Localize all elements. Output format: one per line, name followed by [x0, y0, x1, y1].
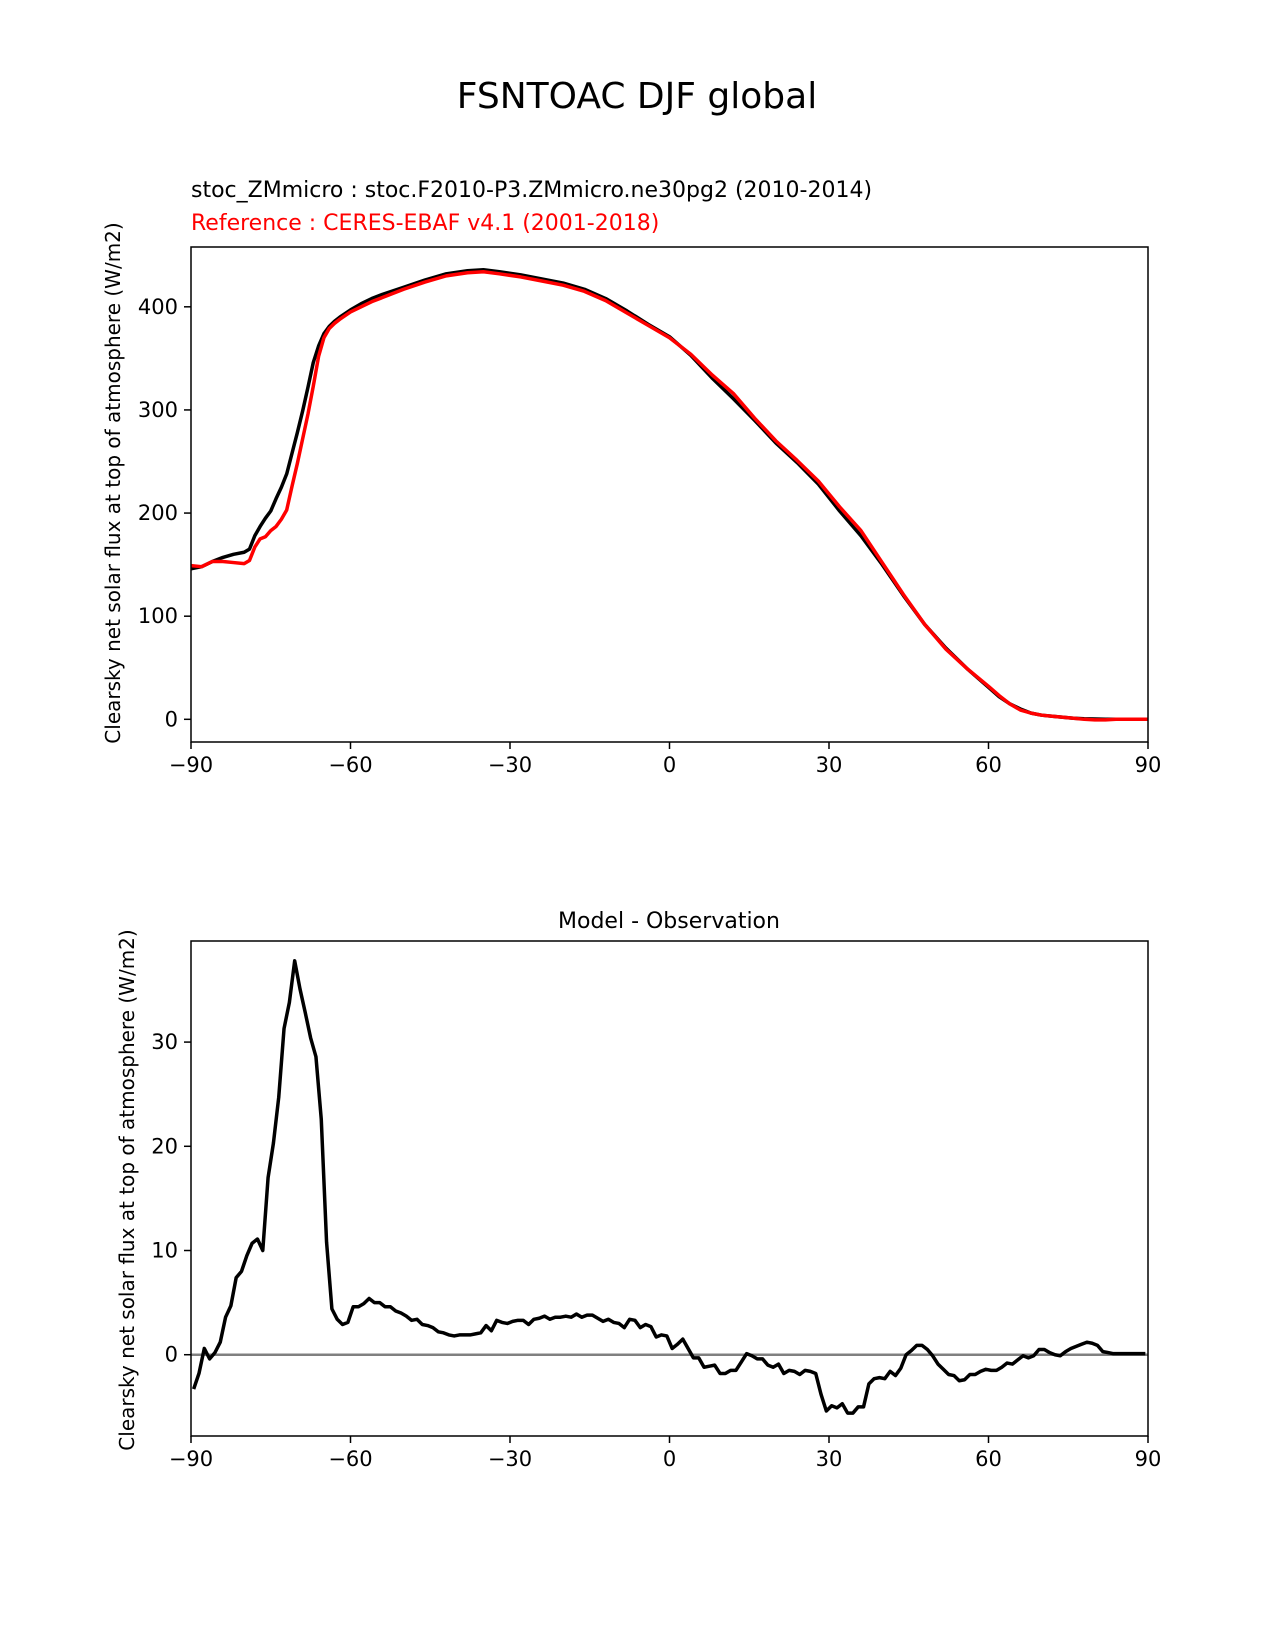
top-x-tick-label: −30 — [488, 753, 532, 777]
top-y-tick-label: 400 — [138, 295, 178, 319]
top-x-tick-label: 0 — [663, 753, 676, 777]
reference-subtitle: Reference : CERES-EBAF v4.1 (2001-2018) — [191, 211, 659, 236]
top-panel: stoc_ZMmicro : stoc.F2010-P3.ZMmicro.ne3… — [101, 178, 1161, 777]
top-ylabel: Clearsky net solar flux at top of atmosp… — [101, 222, 125, 743]
bottom-y-tick-label: 10 — [151, 1239, 178, 1263]
top-x-tick-label: −90 — [169, 753, 213, 777]
bottom-y-tick-label: 0 — [165, 1343, 178, 1367]
test-case-subtitle: stoc_ZMmicro : stoc.F2010-P3.ZMmicro.ne3… — [191, 178, 872, 203]
top-series-line-1 — [191, 270, 1148, 722]
top-y-tick-label: 300 — [138, 398, 178, 422]
top-x-tick-label: 30 — [816, 753, 843, 777]
bottom-x-tick-label: 30 — [816, 1447, 843, 1471]
bottom-y-tick-label: 30 — [151, 1030, 178, 1054]
top-y-tick-label: 0 — [165, 707, 178, 731]
bottom-series-line-0 — [192, 959, 1146, 1415]
bottom-lines — [191, 959, 1148, 1415]
bottom-x-tick-label: 60 — [975, 1447, 1002, 1471]
bottom-x-tick-label: −60 — [328, 1447, 372, 1471]
difference-title: Model - Observation — [558, 909, 780, 934]
bottom-ylabel: Clearsky net solar flux at top of atmosp… — [115, 929, 139, 1450]
top-x-tick-label: 60 — [975, 753, 1002, 777]
bottom-plot-area: −90 −60 −30 0 30 60 90 0 10 20 30 — [151, 940, 1162, 1471]
top-y-tick-label: 200 — [138, 501, 178, 525]
top-x-tick-label: 90 — [1135, 753, 1162, 777]
top-plot-area: −90 −60 −30 0 30 60 90 0 100 200 300 400 — [138, 246, 1162, 777]
top-y-tick-label: 100 — [138, 604, 178, 628]
figure-title: FSNTOAC DJF global — [457, 76, 817, 117]
bottom-x-tick-label: 0 — [663, 1447, 676, 1471]
bottom-x-tick-label: −90 — [169, 1447, 213, 1471]
top-x-tick-label: −60 — [328, 753, 372, 777]
top-lines — [191, 267, 1148, 722]
bottom-x-tick-label: 90 — [1135, 1447, 1162, 1471]
bottom-y-tick-label: 20 — [151, 1134, 178, 1158]
bottom-x-tick-label: −30 — [488, 1447, 532, 1471]
bottom-panel: Model - Observation Clearsky net solar f… — [115, 909, 1161, 1471]
